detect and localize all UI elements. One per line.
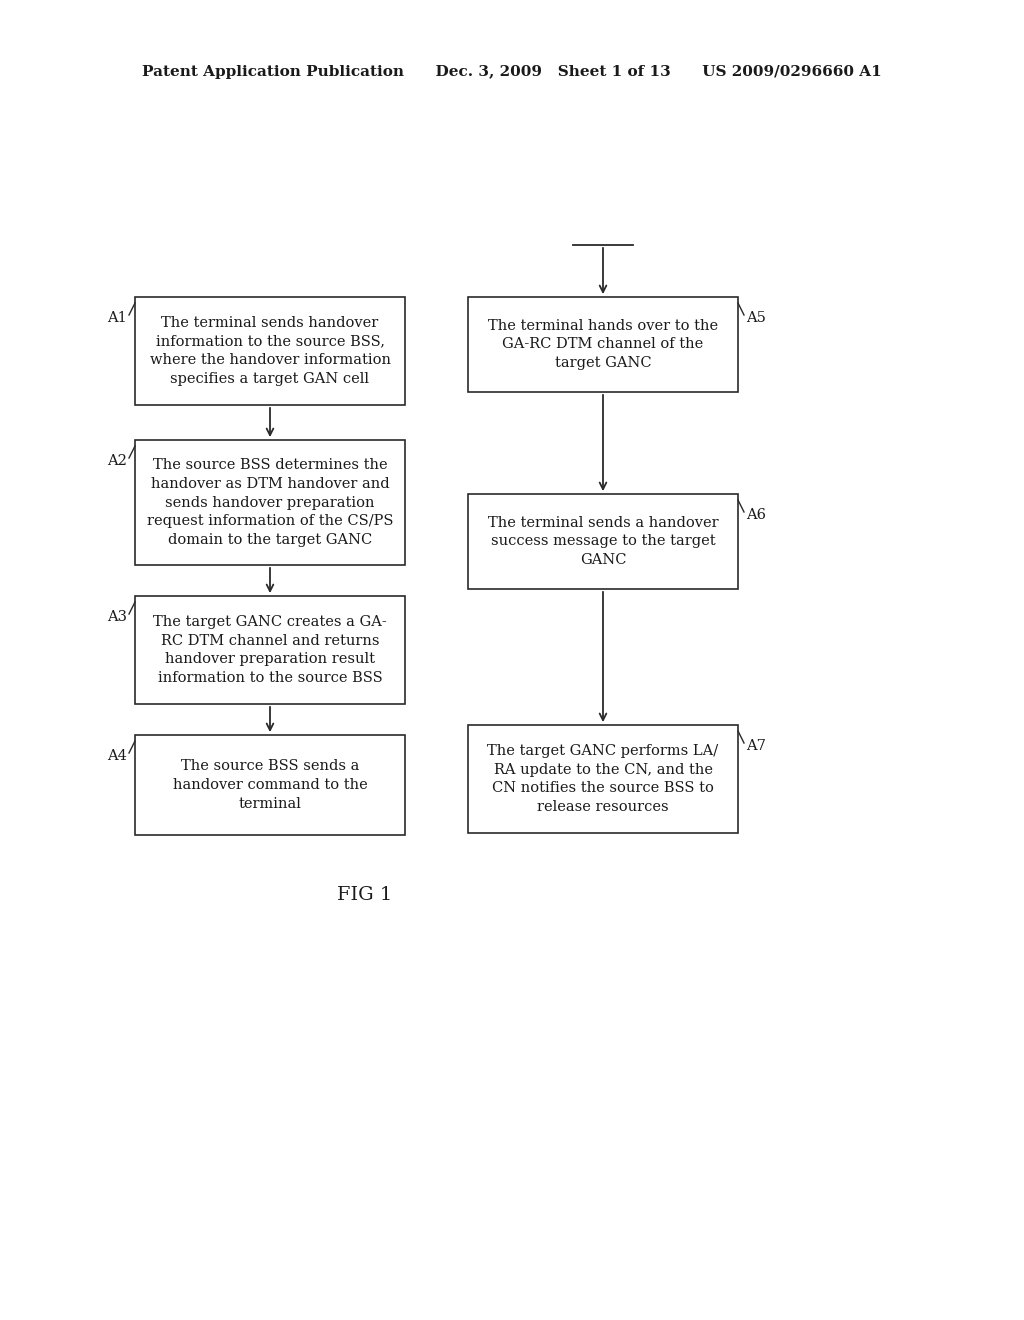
Bar xyxy=(135,597,406,704)
Text: The source BSS sends a
handover command to the
terminal: The source BSS sends a handover command … xyxy=(173,759,368,810)
Text: A5: A5 xyxy=(746,312,766,325)
Bar xyxy=(135,440,406,565)
Text: A6: A6 xyxy=(746,508,766,521)
Bar xyxy=(135,297,406,405)
Text: A4: A4 xyxy=(108,748,127,763)
Text: A7: A7 xyxy=(746,739,766,752)
Text: FIG 1: FIG 1 xyxy=(337,886,392,904)
Text: A1: A1 xyxy=(108,312,127,325)
Bar xyxy=(468,297,738,392)
Text: The target GANC performs LA/
RA update to the CN, and the
CN notifies the source: The target GANC performs LA/ RA update t… xyxy=(487,743,719,814)
Text: A3: A3 xyxy=(106,610,127,624)
Bar xyxy=(468,494,738,589)
Text: The target GANC creates a GA-
RC DTM channel and returns
handover preparation re: The target GANC creates a GA- RC DTM cha… xyxy=(154,615,387,685)
Text: Patent Application Publication      Dec. 3, 2009   Sheet 1 of 13      US 2009/02: Patent Application Publication Dec. 3, 2… xyxy=(142,65,882,79)
Text: A2: A2 xyxy=(108,454,127,469)
Bar xyxy=(468,725,738,833)
Bar xyxy=(135,735,406,836)
Text: The terminal sends handover
information to the source BSS,
where the handover in: The terminal sends handover information … xyxy=(150,315,390,387)
Text: The terminal sends a handover
success message to the target
GANC: The terminal sends a handover success me… xyxy=(487,516,718,568)
Text: The source BSS determines the
handover as DTM handover and
sends handover prepar: The source BSS determines the handover a… xyxy=(146,458,393,548)
Text: The terminal hands over to the
GA-RC DTM channel of the
target GANC: The terminal hands over to the GA-RC DTM… xyxy=(488,318,718,371)
